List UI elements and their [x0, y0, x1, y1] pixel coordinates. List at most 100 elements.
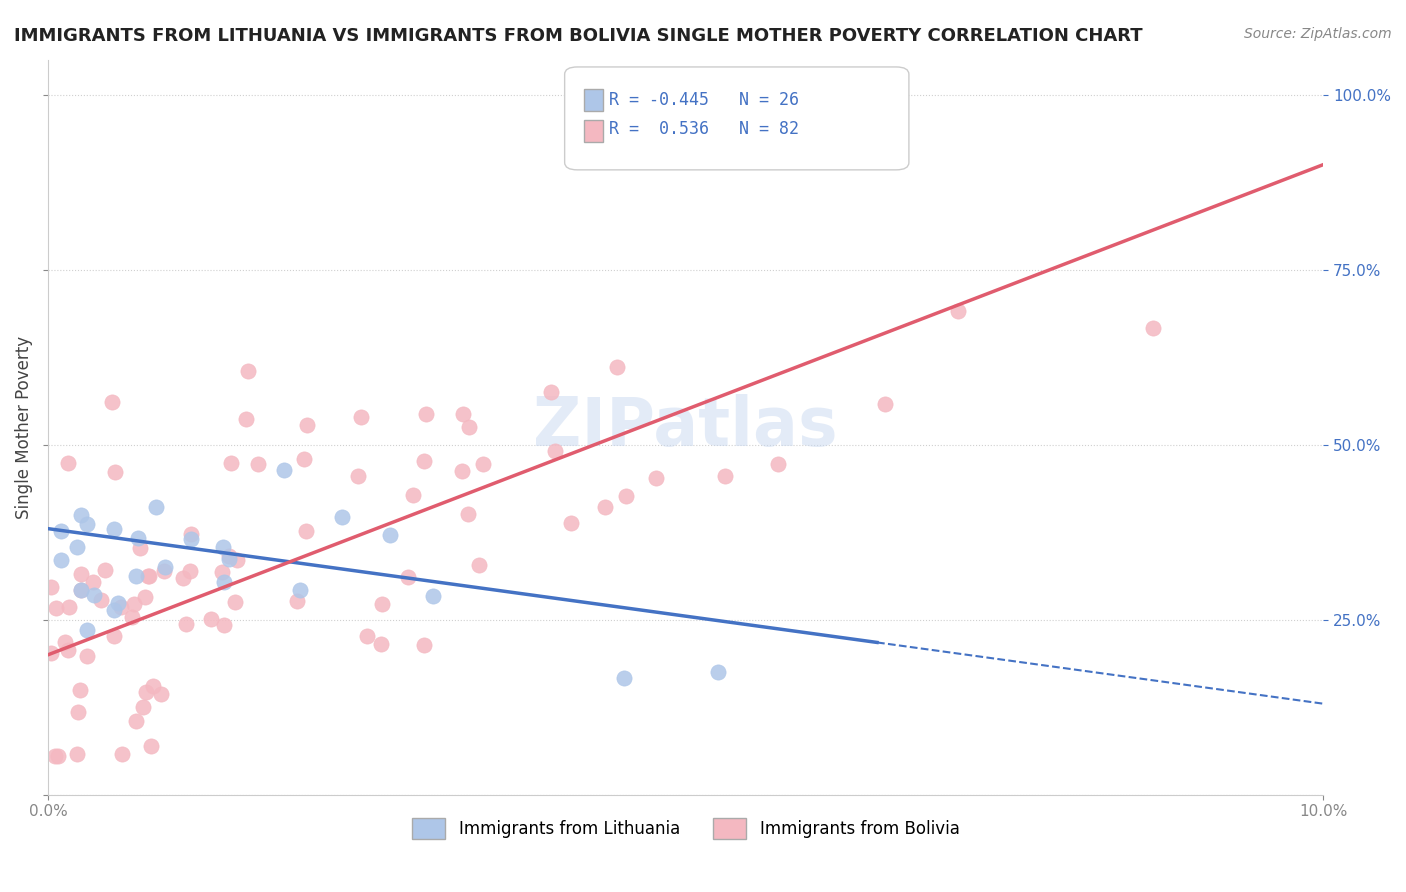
- Point: [103, 522, 125, 536]
- Point: [613, 671, 636, 685]
- Point: [458, 419, 481, 434]
- Point: [135, 685, 157, 699]
- Point: [58, 600, 80, 615]
- Point: [247, 457, 270, 471]
- Point: [200, 612, 222, 626]
- Point: [124, 569, 146, 583]
- Point: [111, 747, 134, 761]
- Point: [122, 597, 145, 611]
- Point: [76, 516, 98, 531]
- Text: R =  0.536   N = 82: R = 0.536 N = 82: [609, 120, 799, 138]
- Point: [288, 582, 311, 597]
- Point: [453, 407, 475, 421]
- Point: [136, 569, 159, 583]
- Text: ZIPatlas: ZIPatlas: [533, 394, 838, 460]
- Point: [90, 592, 112, 607]
- Point: [69, 582, 91, 597]
- Point: [39, 646, 62, 660]
- Point: [174, 617, 197, 632]
- Point: [69, 683, 91, 698]
- Point: [371, 597, 394, 611]
- Point: [211, 566, 233, 580]
- Point: [44, 749, 66, 764]
- Point: [150, 687, 173, 701]
- Point: [56, 456, 79, 470]
- Point: [332, 510, 354, 524]
- Point: [560, 516, 582, 530]
- Point: [468, 558, 491, 573]
- Point: [768, 457, 790, 471]
- Point: [225, 553, 247, 567]
- FancyBboxPatch shape: [583, 89, 603, 112]
- Point: [593, 500, 616, 514]
- Point: [69, 508, 91, 522]
- Point: [49, 524, 72, 538]
- Point: [236, 364, 259, 378]
- Point: [103, 466, 125, 480]
- Point: [457, 507, 479, 521]
- FancyBboxPatch shape: [565, 67, 908, 169]
- Y-axis label: Single Mother Poverty: Single Mother Poverty: [15, 335, 32, 519]
- Text: Source: ZipAtlas.com: Source: ZipAtlas.com: [1244, 27, 1392, 41]
- Point: [218, 549, 240, 563]
- Point: [544, 444, 567, 458]
- Text: IMMIGRANTS FROM LITHUANIA VS IMMIGRANTS FROM BOLIVIA SINGLE MOTHER POVERTY CORRE: IMMIGRANTS FROM LITHUANIA VS IMMIGRANTS …: [14, 27, 1143, 45]
- Point: [83, 588, 105, 602]
- Point: [39, 580, 62, 594]
- Point: [218, 552, 240, 566]
- Point: [180, 527, 202, 541]
- Legend: Immigrants from Lithuania, Immigrants from Bolivia: Immigrants from Lithuania, Immigrants fr…: [405, 812, 966, 846]
- Point: [56, 643, 79, 657]
- Point: [53, 635, 76, 649]
- Point: [540, 384, 562, 399]
- Point: [94, 563, 117, 577]
- Point: [76, 623, 98, 637]
- Point: [69, 566, 91, 581]
- Point: [132, 700, 155, 714]
- Point: [450, 463, 472, 477]
- Point: [415, 407, 437, 421]
- Point: [66, 747, 89, 762]
- Point: [875, 397, 897, 411]
- Point: [378, 528, 401, 542]
- Point: [606, 359, 628, 374]
- Point: [66, 541, 89, 555]
- Point: [644, 471, 666, 485]
- Point: [66, 705, 89, 719]
- Point: [295, 524, 318, 538]
- Point: [110, 600, 132, 615]
- Point: [219, 456, 242, 470]
- Point: [45, 600, 67, 615]
- Point: [285, 594, 308, 608]
- Point: [103, 603, 125, 617]
- Point: [121, 610, 143, 624]
- Point: [142, 679, 165, 693]
- Point: [101, 394, 124, 409]
- Point: [295, 417, 318, 432]
- Point: [179, 565, 201, 579]
- Point: [402, 488, 425, 502]
- Point: [152, 564, 174, 578]
- Point: [235, 412, 257, 426]
- Point: [69, 582, 91, 597]
- Point: [370, 638, 392, 652]
- Point: [422, 589, 444, 603]
- Point: [471, 458, 494, 472]
- Point: [46, 748, 69, 763]
- Point: [413, 454, 436, 468]
- Point: [350, 409, 373, 424]
- Point: [614, 489, 637, 503]
- Point: [138, 569, 160, 583]
- Point: [107, 596, 129, 610]
- Point: [82, 575, 104, 590]
- Point: [356, 629, 378, 643]
- Point: [127, 531, 149, 545]
- Point: [128, 541, 150, 555]
- Point: [172, 571, 194, 585]
- Point: [413, 638, 436, 652]
- FancyBboxPatch shape: [583, 120, 603, 142]
- Point: [134, 590, 156, 604]
- Point: [946, 304, 969, 318]
- Point: [1142, 321, 1164, 335]
- Point: [224, 595, 246, 609]
